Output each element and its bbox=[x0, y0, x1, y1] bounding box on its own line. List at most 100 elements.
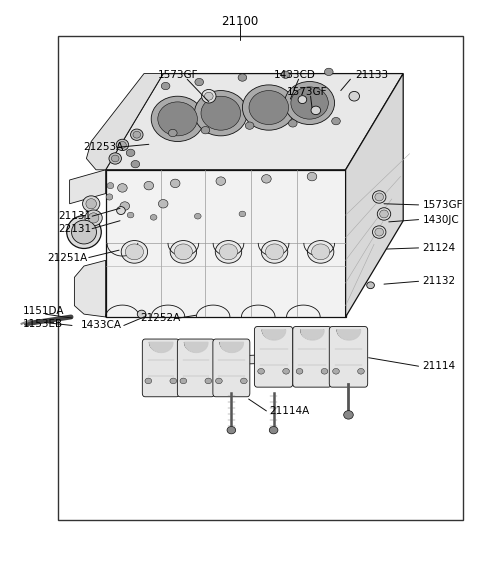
Ellipse shape bbox=[227, 427, 236, 434]
Ellipse shape bbox=[158, 200, 168, 208]
Ellipse shape bbox=[180, 378, 187, 384]
Ellipse shape bbox=[151, 96, 204, 142]
Text: 21251A: 21251A bbox=[47, 252, 87, 263]
Text: 21114A: 21114A bbox=[269, 406, 309, 416]
Text: 1573GF: 1573GF bbox=[422, 200, 463, 210]
Ellipse shape bbox=[311, 106, 321, 114]
Ellipse shape bbox=[242, 85, 295, 130]
Ellipse shape bbox=[131, 129, 143, 140]
Ellipse shape bbox=[170, 378, 177, 384]
Text: 22131: 22131 bbox=[58, 224, 91, 234]
Ellipse shape bbox=[158, 102, 197, 136]
Text: 21133: 21133 bbox=[355, 70, 388, 80]
Ellipse shape bbox=[195, 79, 204, 85]
Ellipse shape bbox=[377, 208, 391, 220]
Ellipse shape bbox=[109, 153, 121, 164]
Ellipse shape bbox=[121, 241, 148, 263]
Ellipse shape bbox=[201, 127, 210, 134]
Ellipse shape bbox=[358, 368, 364, 374]
Ellipse shape bbox=[344, 411, 353, 419]
FancyBboxPatch shape bbox=[142, 339, 180, 397]
Ellipse shape bbox=[111, 155, 119, 162]
FancyBboxPatch shape bbox=[329, 327, 368, 387]
Ellipse shape bbox=[125, 244, 144, 260]
Ellipse shape bbox=[116, 139, 129, 151]
Ellipse shape bbox=[367, 282, 374, 289]
Text: 21132: 21132 bbox=[422, 276, 456, 286]
Ellipse shape bbox=[168, 130, 177, 136]
Ellipse shape bbox=[133, 131, 141, 138]
Ellipse shape bbox=[137, 310, 146, 318]
Ellipse shape bbox=[202, 89, 216, 103]
Ellipse shape bbox=[261, 241, 288, 263]
Ellipse shape bbox=[296, 368, 303, 374]
Ellipse shape bbox=[262, 174, 271, 183]
Ellipse shape bbox=[174, 244, 192, 260]
Ellipse shape bbox=[239, 211, 246, 217]
Polygon shape bbox=[74, 260, 106, 317]
Text: 1433CA: 1433CA bbox=[81, 320, 122, 331]
Ellipse shape bbox=[106, 194, 113, 200]
Ellipse shape bbox=[372, 226, 386, 238]
Ellipse shape bbox=[245, 122, 254, 129]
Text: 21253A: 21253A bbox=[83, 142, 123, 152]
Ellipse shape bbox=[288, 120, 297, 127]
FancyBboxPatch shape bbox=[254, 327, 293, 387]
Ellipse shape bbox=[126, 149, 135, 156]
FancyBboxPatch shape bbox=[293, 327, 331, 387]
Ellipse shape bbox=[258, 368, 264, 374]
Text: 1151DA: 1151DA bbox=[23, 306, 64, 316]
Ellipse shape bbox=[375, 228, 384, 236]
Ellipse shape bbox=[170, 179, 180, 187]
Ellipse shape bbox=[333, 368, 339, 374]
Ellipse shape bbox=[240, 378, 247, 384]
Ellipse shape bbox=[72, 220, 96, 244]
Ellipse shape bbox=[205, 378, 212, 384]
Ellipse shape bbox=[298, 96, 307, 104]
Ellipse shape bbox=[238, 74, 247, 82]
Ellipse shape bbox=[215, 241, 241, 263]
Ellipse shape bbox=[145, 378, 152, 384]
Ellipse shape bbox=[161, 83, 170, 90]
Ellipse shape bbox=[86, 199, 96, 209]
Ellipse shape bbox=[85, 210, 102, 226]
Ellipse shape bbox=[291, 87, 328, 119]
Ellipse shape bbox=[201, 96, 240, 130]
Text: 1433CD: 1433CD bbox=[274, 70, 316, 80]
Ellipse shape bbox=[216, 378, 222, 384]
Polygon shape bbox=[106, 74, 403, 170]
Polygon shape bbox=[70, 170, 106, 204]
Ellipse shape bbox=[204, 92, 213, 100]
Ellipse shape bbox=[144, 181, 154, 190]
Text: 21124: 21124 bbox=[422, 243, 456, 253]
Ellipse shape bbox=[265, 244, 284, 260]
Ellipse shape bbox=[249, 91, 288, 125]
Ellipse shape bbox=[150, 215, 157, 220]
Ellipse shape bbox=[269, 427, 278, 434]
Ellipse shape bbox=[83, 196, 100, 212]
Text: 21252A: 21252A bbox=[141, 313, 181, 323]
Text: 1430JC: 1430JC bbox=[422, 215, 459, 225]
Ellipse shape bbox=[118, 183, 127, 192]
Ellipse shape bbox=[127, 212, 134, 218]
Text: 1573GF: 1573GF bbox=[157, 70, 198, 80]
Ellipse shape bbox=[281, 71, 290, 78]
Ellipse shape bbox=[131, 161, 140, 168]
FancyBboxPatch shape bbox=[213, 339, 250, 397]
Ellipse shape bbox=[117, 207, 125, 215]
Ellipse shape bbox=[285, 82, 335, 125]
Ellipse shape bbox=[88, 213, 99, 223]
Polygon shape bbox=[145, 351, 365, 368]
Ellipse shape bbox=[312, 244, 330, 260]
Ellipse shape bbox=[380, 210, 388, 218]
Ellipse shape bbox=[332, 117, 340, 125]
Text: 21131: 21131 bbox=[58, 211, 91, 221]
Text: 1573GF: 1573GF bbox=[287, 87, 327, 97]
Ellipse shape bbox=[307, 173, 317, 181]
Ellipse shape bbox=[219, 244, 238, 260]
Polygon shape bbox=[86, 74, 163, 170]
Ellipse shape bbox=[120, 202, 130, 211]
Polygon shape bbox=[346, 74, 403, 317]
Ellipse shape bbox=[375, 193, 384, 201]
Bar bbox=[58, 36, 463, 520]
